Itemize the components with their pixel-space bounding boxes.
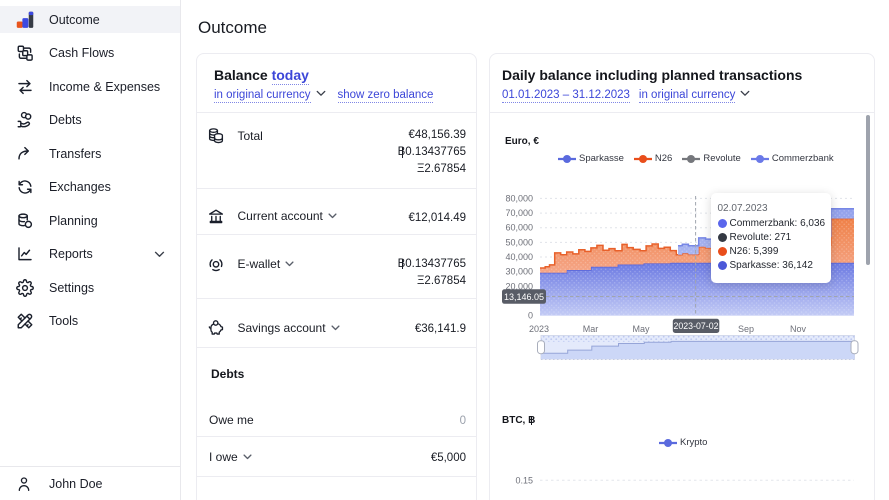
svg-text:0.15: 0.15 (515, 476, 533, 486)
svg-text:20,000: 20,000 (505, 281, 533, 291)
svg-text:Nov: Nov (790, 324, 807, 334)
svg-text:0: 0 (528, 311, 533, 321)
svg-text:40,000: 40,000 (505, 252, 533, 262)
svg-text:Sep: Sep (738, 324, 754, 334)
svg-text:50,000: 50,000 (505, 237, 533, 247)
svg-text:70,000: 70,000 (505, 208, 533, 218)
svg-text:30,000: 30,000 (505, 267, 533, 277)
svg-text:13,146.05: 13,146.05 (504, 292, 544, 302)
svg-text:2023-07-02: 2023-07-02 (674, 321, 719, 331)
svg-text:80,000: 80,000 (505, 193, 533, 203)
svg-text:60,000: 60,000 (505, 223, 533, 233)
svg-text:2023: 2023 (529, 324, 549, 334)
svg-text:Mar: Mar (583, 324, 599, 334)
svg-text:May: May (632, 324, 650, 334)
